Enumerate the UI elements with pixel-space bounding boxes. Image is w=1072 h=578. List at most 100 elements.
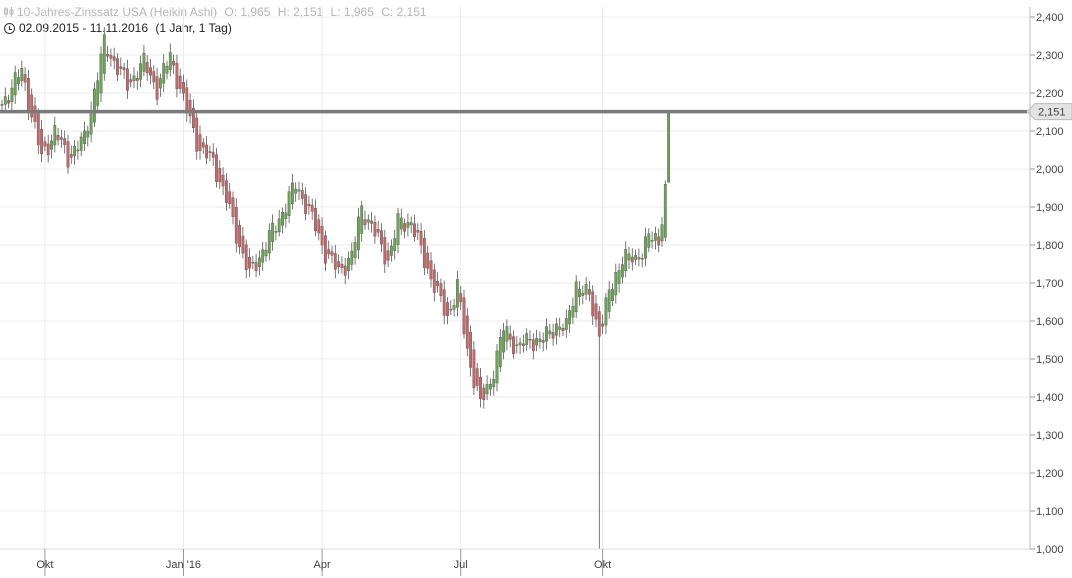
candle-body	[657, 236, 661, 246]
candle	[149, 58, 152, 85]
candle	[558, 317, 562, 338]
candle-body	[314, 207, 317, 232]
candle	[654, 226, 657, 250]
candle-body	[53, 125, 57, 146]
candle	[376, 220, 380, 238]
y-tick-label: 2,100	[1036, 126, 1064, 138]
y-tick-label: 2,300	[1036, 50, 1064, 62]
candle-body	[370, 220, 373, 224]
candle-body	[558, 326, 562, 330]
candle	[185, 79, 189, 122]
candle	[637, 248, 641, 267]
candle	[409, 216, 413, 234]
candle-body	[644, 236, 647, 259]
candle	[218, 160, 222, 189]
candle	[614, 263, 618, 304]
candle	[551, 323, 555, 346]
candle	[403, 218, 406, 239]
candle	[601, 314, 605, 335]
candle-body	[155, 76, 159, 100]
candle	[449, 300, 453, 316]
candle-body	[307, 203, 311, 207]
candle-body	[419, 231, 423, 246]
chart-title: 10-Jahres-Zinssatz USA (Heikin Ashi)	[17, 5, 218, 19]
candle-body	[531, 339, 535, 351]
candle-body	[188, 99, 192, 117]
candle-body	[409, 222, 413, 226]
candle-body	[30, 94, 34, 118]
candle-body	[112, 56, 116, 61]
candle-body	[456, 279, 459, 308]
candle-body	[258, 257, 261, 267]
candle-body	[17, 77, 20, 84]
candle-body	[588, 289, 591, 295]
candle-body	[538, 338, 542, 342]
candle-body	[36, 113, 40, 146]
candle-body	[178, 75, 182, 89]
candle-body	[617, 270, 621, 284]
candle-body	[647, 233, 651, 248]
candle-body	[446, 302, 449, 316]
candle-body	[634, 255, 638, 260]
y-tick-label: 1,300	[1036, 430, 1064, 442]
candle	[211, 143, 215, 167]
candle	[76, 140, 80, 160]
candle-body	[333, 253, 337, 270]
candlestick-icon	[4, 7, 14, 17]
candle	[267, 223, 271, 261]
candle	[277, 209, 281, 237]
candle-body	[205, 144, 208, 159]
candle-body	[624, 249, 628, 272]
candle-body	[291, 182, 294, 204]
candle-body	[132, 75, 136, 82]
candle	[324, 230, 327, 272]
candle	[155, 67, 159, 106]
candle-body	[86, 130, 90, 138]
candle-body	[195, 117, 199, 152]
candle	[657, 228, 661, 253]
candle	[340, 256, 344, 274]
last-value-badge	[1026, 103, 1072, 121]
candle-body	[46, 143, 50, 155]
last-value-label: 2,151	[1038, 107, 1066, 119]
candle	[667, 111, 671, 183]
candle-body	[584, 284, 588, 295]
candle-body	[627, 253, 631, 261]
candle	[366, 214, 370, 230]
candle-body	[198, 134, 202, 151]
candle	[650, 231, 654, 249]
candle	[357, 207, 360, 259]
candle-body	[271, 223, 274, 242]
y-tick-label: 2,400	[1036, 12, 1064, 24]
candle	[419, 223, 423, 255]
candle	[145, 55, 149, 81]
candle-body	[66, 141, 70, 168]
candle-body	[383, 237, 387, 265]
candle	[69, 145, 73, 164]
candle	[320, 217, 324, 255]
y-tick-label: 2,200	[1036, 88, 1064, 100]
candle	[475, 363, 479, 392]
candle-body	[43, 141, 47, 147]
candle-body	[432, 269, 436, 293]
candle	[584, 276, 588, 301]
candle	[502, 322, 505, 360]
candle-body	[472, 349, 476, 388]
candle	[182, 74, 185, 101]
candle	[17, 69, 20, 91]
candle	[152, 65, 156, 89]
candle-body	[485, 384, 489, 395]
candle	[20, 60, 24, 87]
candle	[386, 242, 390, 268]
candle	[446, 297, 449, 325]
axes: 2,400 2,300 2,200 2,100 2,000 1,900 1,800 1,700…	[0, 7, 1064, 576]
last-value-line: 2,151	[0, 103, 1072, 121]
candle	[561, 323, 565, 336]
y-tick-label: 1,700	[1036, 278, 1064, 290]
candle	[258, 250, 261, 276]
candle-body	[251, 262, 255, 264]
candle	[60, 129, 63, 148]
candle	[109, 48, 113, 67]
candle	[297, 181, 301, 201]
